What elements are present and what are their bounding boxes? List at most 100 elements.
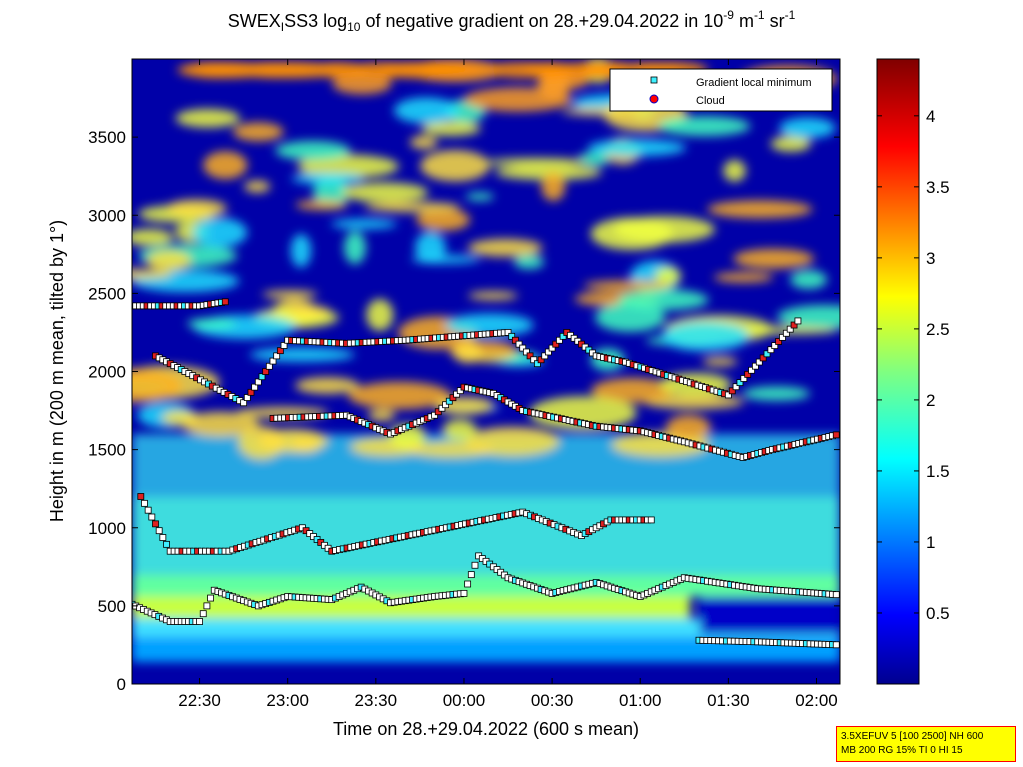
gradient-minimum-marker	[794, 317, 802, 325]
gradient-minimum-marker	[155, 527, 163, 535]
y-tick-label: 3000	[88, 206, 126, 225]
heatmap-blob	[707, 200, 813, 219]
heatmap-blob	[770, 135, 812, 152]
heatmap-blob	[723, 159, 746, 182]
gradient-minimum-marker	[763, 350, 771, 358]
heatmap-blob	[262, 290, 318, 300]
gradient-minimum-marker	[467, 571, 475, 579]
heatmap-blob	[583, 280, 673, 291]
x-tick-label: 01:30	[707, 691, 750, 710]
x-tick-label: 02:00	[795, 691, 838, 710]
heatmap-blob	[290, 233, 312, 268]
gradient-minimum-marker	[732, 383, 740, 391]
heatmap-blob	[347, 381, 451, 410]
gradient-minimum-marker	[438, 404, 446, 412]
heatmap-blob	[297, 154, 400, 179]
info-line-1: 3.5XEFUV 5 [100 2500] NH 600	[841, 731, 984, 742]
heatmap-blob	[181, 411, 260, 437]
heatmap-blob	[495, 164, 602, 181]
cloud-marker	[276, 347, 284, 355]
gradient-minimum-marker	[748, 366, 755, 374]
heatmap-blob	[420, 150, 490, 182]
gradient-minimum-marker	[148, 513, 156, 521]
x-tick-label: 23:30	[355, 691, 398, 710]
cloud-marker	[247, 388, 255, 396]
gradient-minimum-marker	[445, 397, 453, 405]
y-axis-label: Height in m (200 m mean, tilted by 1°)	[47, 220, 67, 522]
x-tick-label: 01:00	[619, 691, 662, 710]
heatmap-blob	[658, 115, 751, 137]
gradient-minimum-marker	[534, 360, 541, 368]
y-axis: 0 500 1000 1500 2000 2500 3000 3500	[88, 128, 840, 694]
gradient-minimum-marker	[519, 344, 527, 352]
colorbar-tick-label: 1.5	[926, 462, 950, 481]
heatmap-blob	[587, 139, 687, 157]
gradient-minimum-marker	[207, 594, 214, 602]
heatmap-blob	[613, 215, 716, 243]
gradient-minimum-marker	[254, 378, 262, 386]
cloud-marker	[537, 356, 545, 364]
heatmap-blob	[175, 108, 241, 128]
gradient-minimum-marker	[559, 332, 567, 340]
gradient-minimum-marker	[832, 641, 840, 649]
heatmap-blob	[513, 254, 545, 270]
colorbar-tick-label: 2	[926, 391, 935, 410]
heatmap-blob	[733, 248, 815, 269]
heatmap-blob	[288, 305, 331, 318]
heatmap-blob	[249, 347, 355, 362]
gradient-minimum-marker	[431, 411, 438, 419]
gradient-minimum-marker	[541, 352, 549, 360]
gradient-minimum-marker	[280, 342, 288, 349]
cloud-marker	[728, 387, 736, 395]
heatmap-blob	[232, 122, 284, 142]
heatmap-blob	[468, 291, 518, 301]
heatmap-blob	[661, 321, 750, 352]
gradient-minimum-marker	[269, 357, 277, 365]
heatmap-blob	[445, 313, 534, 337]
heatmap-blob	[537, 73, 571, 100]
gradient-minimum-marker	[832, 591, 840, 599]
heatmap-blob	[591, 377, 675, 404]
gradient-minimum-marker	[522, 348, 530, 356]
gradient-minimum-marker	[251, 383, 259, 391]
gradient-minimum-marker	[548, 344, 556, 352]
heatmap-blob	[655, 266, 682, 286]
colorbar-axis: 0.5 1 1.5 2 2.5 3 3.5 4	[877, 107, 950, 623]
x-tick-label: 00:00	[443, 691, 486, 710]
legend-label-gradient-minimum: Gradient local minimum	[696, 77, 812, 89]
gradient-minimum-marker	[736, 379, 744, 387]
cloud-marker	[832, 431, 840, 439]
gradient-minimum-marker	[196, 618, 203, 625]
heatmap-blob	[275, 140, 351, 161]
gradient-minimum-marker	[159, 534, 167, 541]
heatmap-blob	[408, 441, 494, 458]
x-axis: 22:30 23:00 23:30 00:00 00:30 01:00 01:30 02:00	[178, 59, 838, 710]
heatmap-blob	[192, 217, 248, 248]
cloud-marker	[434, 408, 442, 416]
colorbar-tick-label: 2.5	[926, 320, 950, 339]
gradient-minimum-marker	[545, 348, 552, 356]
gradient-minimum-marker	[508, 332, 516, 340]
gradient-minimum-marker	[755, 358, 763, 366]
heatmap-blob	[187, 318, 237, 329]
heatmap-blob	[702, 357, 738, 367]
heatmap-band	[132, 574, 840, 597]
heatmap-blob	[146, 250, 192, 271]
heatmap-blob	[239, 61, 347, 78]
gradient-minimum-marker	[740, 375, 748, 382]
gradient-minimum-marker	[504, 329, 512, 336]
gradient-minimum-marker	[258, 373, 266, 381]
heatmap-blob	[779, 117, 836, 139]
heatmap-blob	[332, 73, 392, 95]
cloud-marker	[775, 338, 783, 345]
heatmap-blob	[295, 199, 348, 210]
y-tick-label: 1000	[88, 519, 126, 538]
cloud-marker	[511, 336, 519, 344]
chart-title: SWEXISS3 log10 of negative gradient on 2…	[227, 8, 796, 34]
cloud-marker	[744, 370, 752, 378]
heatmap-blob	[541, 172, 566, 202]
y-tick-label: 500	[98, 597, 126, 616]
heatmap-band	[132, 618, 840, 638]
heatmap-blob	[393, 97, 459, 124]
